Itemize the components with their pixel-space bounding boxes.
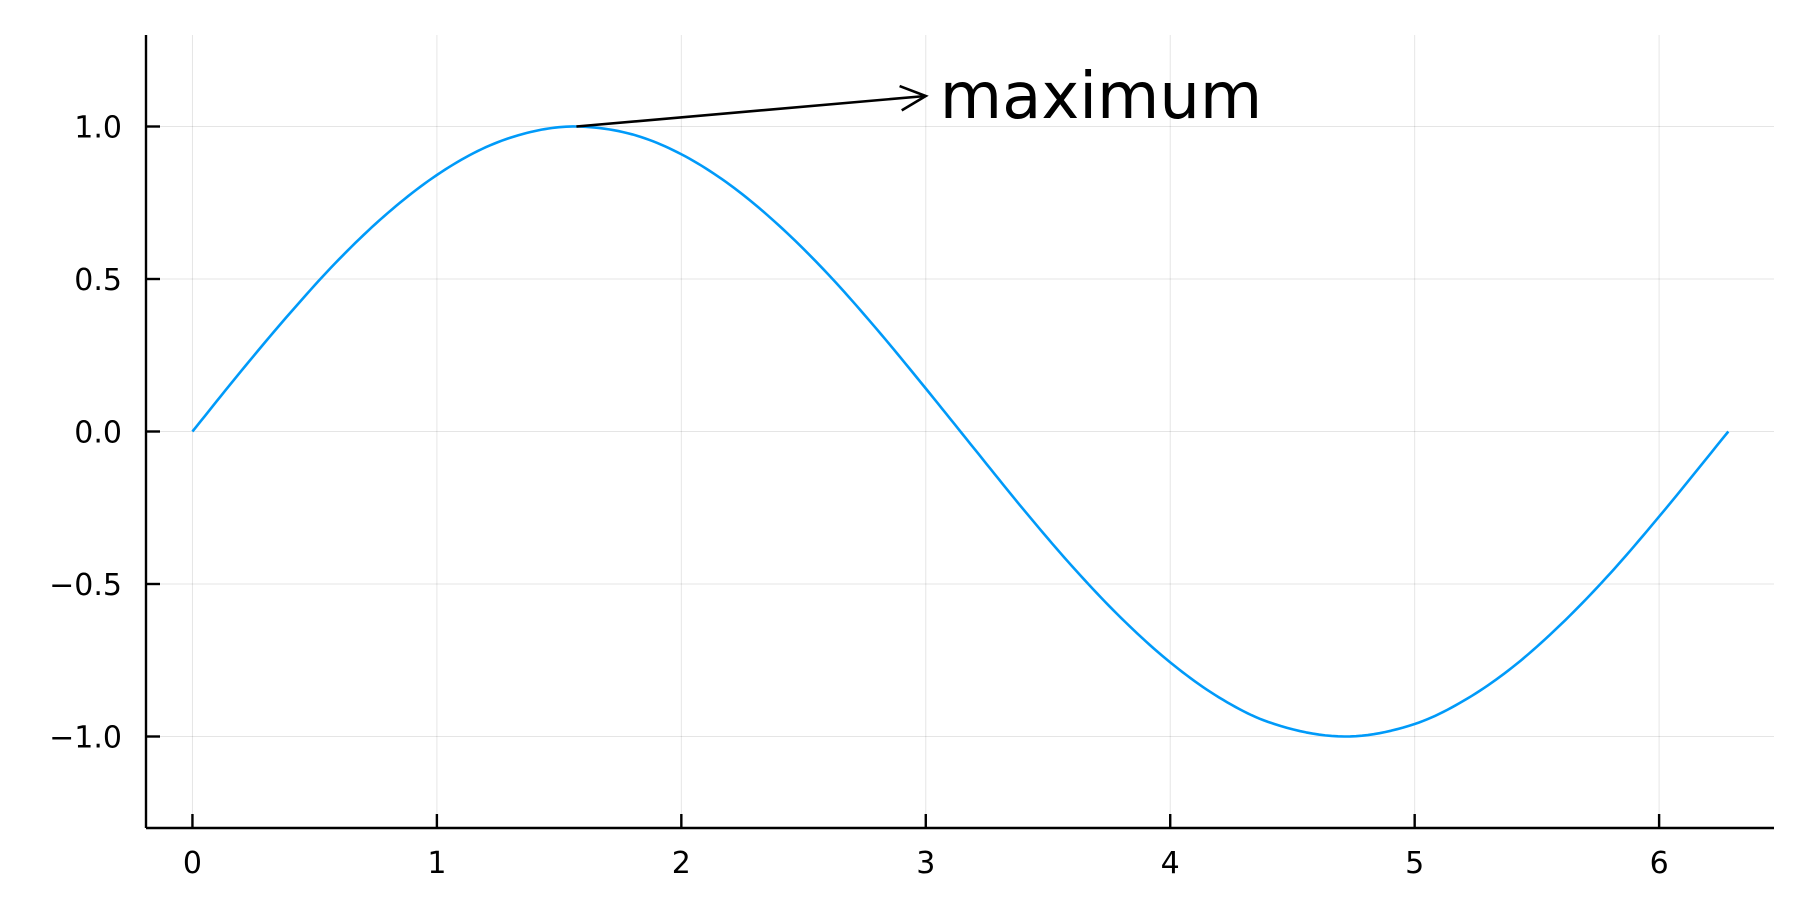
x-tick-label: 3 xyxy=(916,846,935,881)
x-tick-label: 2 xyxy=(672,846,691,881)
series-line xyxy=(191,125,1730,738)
annotation-arrow-head xyxy=(899,84,929,112)
y-tick-label: 0.0 xyxy=(74,416,122,451)
y-tick-label: −1.0 xyxy=(49,721,122,756)
y-tick-label: 1.0 xyxy=(74,111,122,146)
axes: 0 1 2 3 4 5 6 −1.0 −0.5 0.0 0.5 1.0 xyxy=(49,35,1774,881)
y-tick-label: 0.5 xyxy=(74,263,122,298)
x-tick-label: 1 xyxy=(427,846,446,881)
annotation-label: maximum xyxy=(940,60,1262,134)
x-tick-label: 0 xyxy=(183,846,202,881)
grid xyxy=(146,35,1774,828)
plot-series xyxy=(191,125,1730,738)
x-tick-label: 4 xyxy=(1161,846,1180,881)
y-tick-label: −0.5 xyxy=(49,568,122,603)
x-tick-label: 6 xyxy=(1650,846,1669,881)
annotations: maximum xyxy=(576,60,1262,134)
x-tick-label: 5 xyxy=(1405,846,1424,881)
annotation-arrow-line xyxy=(576,94,926,128)
